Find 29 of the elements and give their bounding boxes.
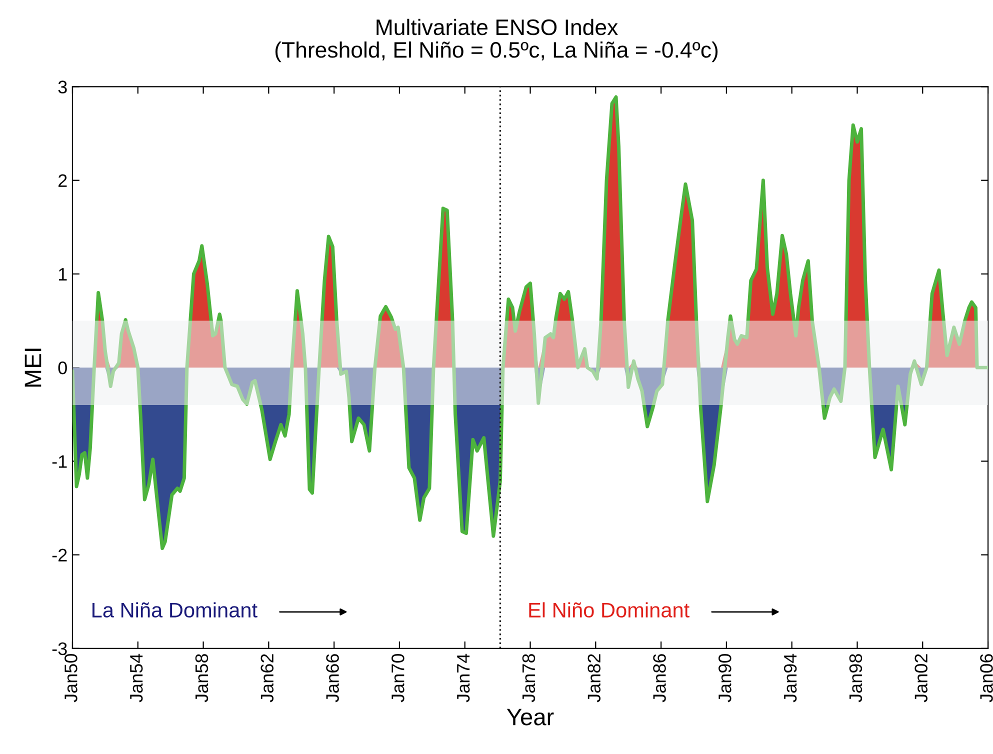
y-tick-label: -2: [52, 548, 67, 562]
x-tick-label: Jan70: [392, 654, 404, 702]
x-tick-label: Jan90: [718, 654, 732, 702]
annotation: La Niña Dominant: [92, 602, 258, 618]
x-tick-label: Jan78: [522, 654, 536, 702]
y-tick-label: 2: [58, 174, 67, 187]
x-tick-label: Jan58: [195, 654, 208, 702]
x-tick-label: Jan06: [980, 654, 993, 702]
x-tick-label: Jan98: [849, 654, 862, 702]
y-tick-label: -3: [52, 642, 67, 656]
x-tick-label: Jan50: [64, 654, 78, 702]
y-tick-label: 3: [58, 80, 67, 94]
x-axis-title: Year: [506, 708, 554, 726]
x-tick-label: Jan62: [260, 654, 274, 702]
x-tick-label: Jan82: [588, 654, 601, 702]
y-axis-title: MEI: [24, 348, 42, 387]
x-tick-label: Jan74: [457, 654, 470, 702]
y-tick-label: 1: [58, 268, 67, 280]
y-tick-label: 0: [58, 362, 67, 374]
x-tick-label: Jan94: [784, 654, 797, 702]
x-tick-label: Jan86: [653, 654, 666, 702]
x-tick-label: Jan02: [914, 654, 928, 702]
chart-title: Multivariate ENSO Index: [376, 18, 618, 36]
line-series: [72, 95, 988, 550]
chart-subtitle: (Threshold, El Niño = 0.5ºc, La Niña = -0.4ºc): [275, 41, 718, 62]
x-tick-label: Jan66: [326, 654, 339, 702]
x-tick-label: Jan54: [130, 654, 143, 702]
annotation: El Niño Dominant: [529, 602, 690, 618]
y-tick-label: -1: [52, 455, 67, 468]
